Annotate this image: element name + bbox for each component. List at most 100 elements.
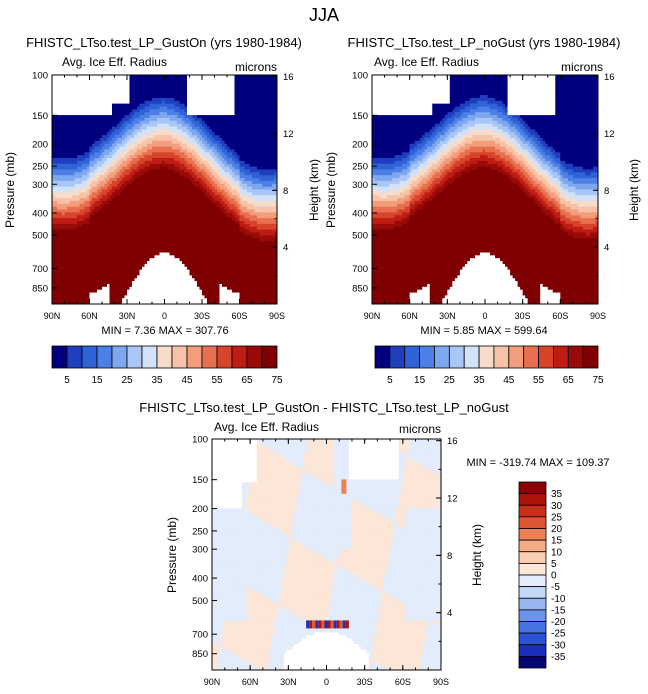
contour-cell	[117, 80, 121, 85]
contour-cell	[117, 289, 121, 294]
contour-cell	[82, 109, 86, 113]
contour-cell	[194, 263, 198, 268]
contour-cell	[99, 75, 103, 79]
contour-cell	[79, 220, 83, 225]
contour-cell	[69, 209, 73, 213]
contour-cell	[164, 232, 168, 236]
contour-cell	[159, 215, 163, 219]
contour-cell	[159, 206, 163, 211]
contour-cell	[82, 220, 86, 225]
contour-cell	[72, 295, 76, 299]
contour-cell	[104, 89, 108, 93]
contour-cell	[122, 75, 126, 79]
contour-cell	[152, 143, 156, 148]
contour-cell	[157, 160, 161, 165]
contour-cell	[72, 289, 76, 294]
contour-cell	[99, 103, 103, 108]
contour-cell	[64, 137, 68, 142]
contour-cell	[84, 140, 88, 145]
contour-cell	[94, 80, 98, 85]
contour-cell	[174, 75, 178, 79]
contour-cell	[192, 115, 196, 119]
contour-cell	[164, 146, 168, 151]
contour-cell	[69, 160, 73, 165]
contour-cell	[62, 83, 66, 88]
contour-cell	[194, 180, 198, 185]
contour-cell	[52, 238, 56, 242]
contour-cell	[174, 109, 178, 113]
contour-cell	[82, 180, 86, 185]
contour-cell	[67, 200, 71, 205]
contour-cell	[202, 275, 206, 279]
contour-cell	[149, 289, 153, 294]
contour-cell	[167, 160, 171, 165]
contour-cell	[139, 175, 143, 179]
contour-cell	[57, 123, 61, 128]
contour-cell	[204, 132, 208, 136]
contour-cell	[134, 266, 138, 271]
contour-cell	[62, 183, 66, 188]
contour-cell	[177, 103, 181, 108]
contour-cell	[92, 152, 96, 156]
contour-cell	[167, 255, 171, 259]
contour-cell	[154, 175, 158, 179]
contour-cell	[157, 283, 161, 288]
contour-cell	[164, 295, 168, 299]
contour-cell	[124, 80, 128, 85]
contour-cell	[184, 106, 188, 110]
contour-cell	[137, 172, 141, 176]
contour-cell	[109, 166, 113, 171]
contour-cell	[194, 175, 198, 179]
contour-cell	[72, 83, 76, 88]
contour-cell	[132, 275, 136, 279]
contour-cell	[119, 298, 123, 302]
contour-cell	[169, 226, 173, 231]
contour-cell	[149, 258, 153, 262]
contour-cell	[72, 152, 76, 156]
contour-cell	[174, 269, 178, 274]
contour-cell	[164, 238, 168, 242]
contour-cell	[84, 83, 88, 88]
contour-cell	[169, 186, 173, 191]
contour-cell	[89, 86, 93, 90]
contour-cell	[52, 163, 56, 168]
contour-cell	[89, 117, 93, 122]
contour-cell	[139, 243, 143, 248]
contour-cell	[124, 298, 128, 302]
contour-cell	[159, 298, 163, 302]
contour-cell	[192, 269, 196, 274]
contour-cell	[124, 289, 128, 294]
contour-cell	[134, 258, 138, 262]
contour-cell	[102, 172, 106, 176]
contour-cell	[172, 132, 176, 136]
contour-cell	[94, 255, 98, 259]
contour-cell	[194, 126, 198, 130]
contour-cell	[177, 83, 181, 88]
contour-cell	[57, 80, 61, 85]
contour-cell	[92, 172, 96, 176]
contour-cell	[159, 189, 163, 193]
contour-cell	[124, 261, 128, 265]
contour-cell	[177, 152, 181, 156]
contour-cell	[117, 180, 121, 185]
contour-cell	[169, 97, 173, 102]
contour-cell	[79, 109, 83, 113]
contour-cell	[92, 106, 96, 110]
contour-cell	[97, 178, 101, 182]
contour-cell	[102, 186, 106, 191]
contour-cell	[104, 100, 108, 105]
contour-cell	[154, 160, 158, 165]
contour-cell	[74, 75, 78, 79]
contour-cell	[184, 272, 188, 276]
contour-cell	[102, 103, 106, 108]
contour-cell	[112, 198, 116, 202]
contour-cell	[64, 241, 68, 245]
contour-cell	[169, 295, 173, 299]
contour-cell	[59, 80, 63, 85]
contour-cell	[182, 123, 186, 128]
contour-cell	[74, 120, 78, 125]
contour-cell	[107, 146, 111, 151]
contour-cell	[104, 97, 108, 102]
contour-cell	[54, 255, 58, 259]
contour-cell	[72, 77, 76, 82]
